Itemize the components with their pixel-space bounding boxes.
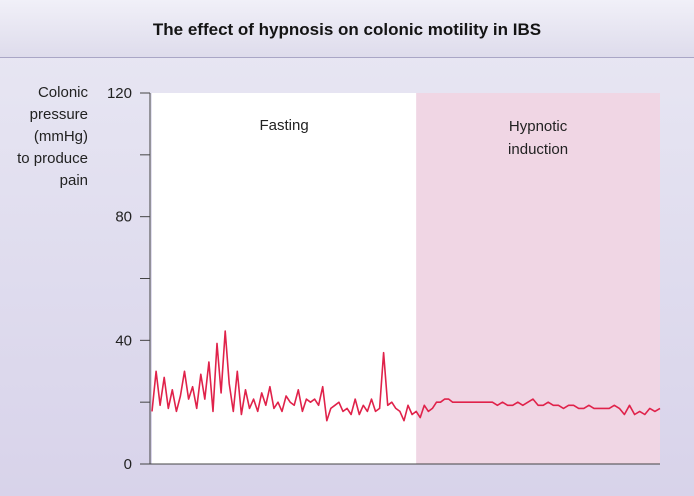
y-tick-label: 40 (115, 332, 132, 349)
y-tick-label: 120 (107, 85, 132, 102)
fasting-region (152, 93, 417, 464)
series-line (151, 330, 661, 422)
y-tick-label: 80 (115, 209, 132, 226)
y-axis-label-line: pressure (29, 106, 88, 123)
y-axis-label-line: (mmHg) (33, 128, 88, 145)
y-axis-label: Colonic pressure (mmHg) to produce pain (0, 82, 88, 192)
y-tick-label: 0 (124, 456, 132, 473)
hypnotic-induction-label-line: induction (508, 141, 568, 158)
axes: 0 40 80 120 (107, 85, 660, 473)
hypnotic-induction-label-line: Hypnotic (509, 118, 568, 135)
title-bar: The effect of hypnosis on colonic motili… (0, 0, 694, 58)
y-axis-label-line: pain (59, 172, 88, 189)
y-axis-label-line: to produce (17, 150, 88, 167)
chart-title: The effect of hypnosis on colonic motili… (152, 20, 542, 39)
series-layer (151, 330, 661, 422)
fasting-label: Fasting (259, 117, 308, 134)
y-axis-label-line: Colonic (37, 84, 88, 101)
